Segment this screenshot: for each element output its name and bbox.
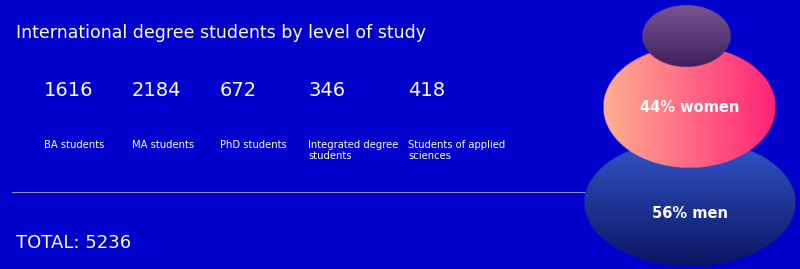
Text: 56% men: 56% men (651, 206, 728, 221)
Text: PhD students: PhD students (220, 140, 286, 150)
Text: MA students: MA students (132, 140, 194, 150)
Text: 44% women: 44% women (640, 100, 739, 115)
Text: 1616: 1616 (44, 81, 94, 100)
Text: Students of applied
sciences: Students of applied sciences (408, 140, 506, 161)
Text: International degree students by level of study: International degree students by level o… (16, 24, 426, 42)
Text: BA students: BA students (44, 140, 104, 150)
Text: 418: 418 (408, 81, 445, 100)
Text: 346: 346 (308, 81, 345, 100)
Text: Integrated degree
students: Integrated degree students (308, 140, 398, 161)
Text: TOTAL: 5236: TOTAL: 5236 (16, 234, 131, 252)
Text: 2184: 2184 (132, 81, 182, 100)
Text: 672: 672 (220, 81, 257, 100)
